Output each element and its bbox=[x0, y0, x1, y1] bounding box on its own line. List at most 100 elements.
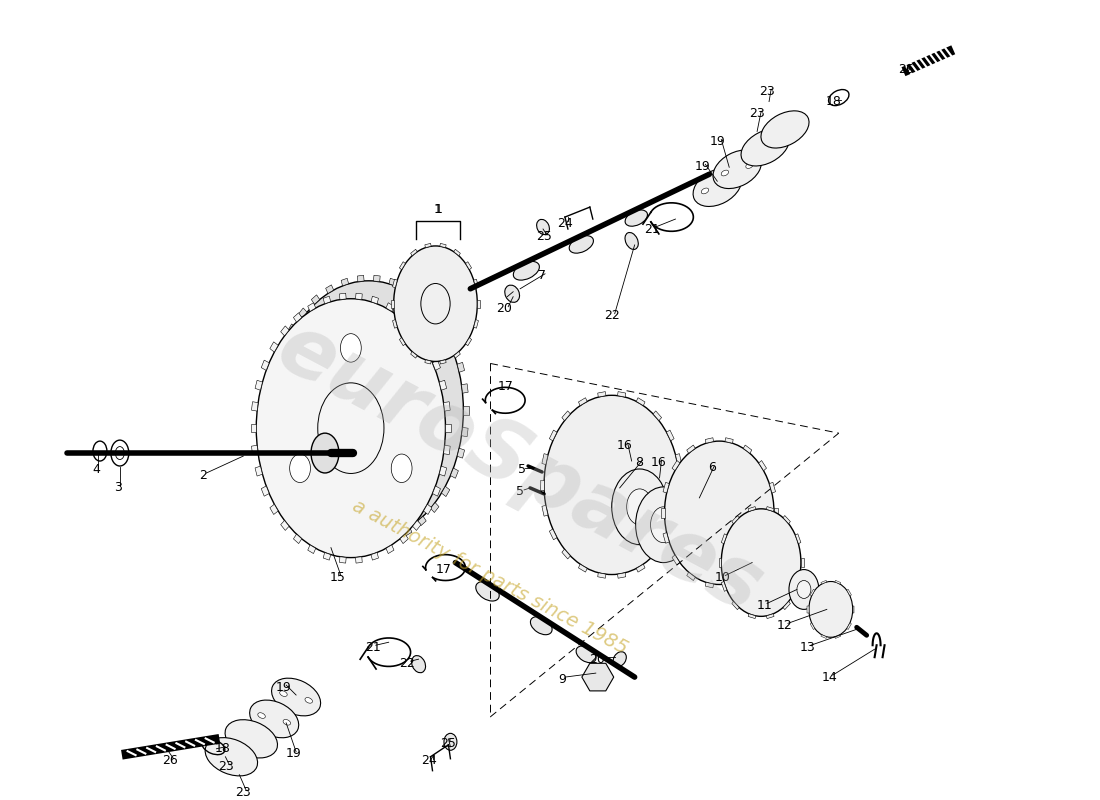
Polygon shape bbox=[795, 582, 801, 591]
Polygon shape bbox=[255, 380, 263, 390]
Polygon shape bbox=[311, 516, 320, 526]
Text: 7: 7 bbox=[538, 270, 546, 282]
Polygon shape bbox=[358, 275, 364, 282]
Polygon shape bbox=[280, 326, 289, 336]
Polygon shape bbox=[389, 278, 396, 286]
Ellipse shape bbox=[713, 150, 761, 189]
Ellipse shape bbox=[308, 436, 329, 465]
Polygon shape bbox=[549, 430, 557, 441]
Text: 2: 2 bbox=[199, 470, 208, 482]
Text: 26: 26 bbox=[899, 63, 914, 76]
Text: 8: 8 bbox=[636, 455, 644, 469]
Polygon shape bbox=[323, 553, 331, 560]
Polygon shape bbox=[462, 384, 469, 393]
Polygon shape bbox=[847, 590, 851, 596]
Text: 24: 24 bbox=[557, 217, 573, 230]
Polygon shape bbox=[261, 486, 270, 496]
Polygon shape bbox=[759, 461, 767, 470]
Ellipse shape bbox=[625, 210, 648, 226]
Text: 22: 22 bbox=[604, 309, 619, 322]
Polygon shape bbox=[807, 606, 810, 613]
Ellipse shape bbox=[761, 111, 808, 148]
Ellipse shape bbox=[576, 646, 596, 662]
Polygon shape bbox=[759, 555, 767, 565]
Text: 18: 18 bbox=[826, 95, 842, 108]
Text: 26: 26 bbox=[162, 754, 177, 767]
Text: 14: 14 bbox=[822, 670, 838, 683]
Polygon shape bbox=[441, 324, 450, 334]
Text: 15: 15 bbox=[330, 571, 345, 584]
Polygon shape bbox=[404, 527, 411, 536]
Polygon shape bbox=[454, 351, 460, 358]
Polygon shape bbox=[725, 582, 734, 588]
Ellipse shape bbox=[444, 734, 456, 750]
Polygon shape bbox=[294, 313, 301, 322]
Ellipse shape bbox=[392, 454, 412, 482]
Polygon shape bbox=[562, 549, 571, 559]
Polygon shape bbox=[748, 506, 756, 511]
Ellipse shape bbox=[702, 188, 708, 194]
Polygon shape bbox=[744, 572, 751, 581]
Polygon shape bbox=[288, 486, 296, 497]
Ellipse shape bbox=[226, 720, 277, 758]
Ellipse shape bbox=[722, 509, 801, 616]
Ellipse shape bbox=[650, 507, 676, 542]
Text: 25: 25 bbox=[536, 230, 552, 243]
Polygon shape bbox=[412, 326, 421, 336]
Polygon shape bbox=[821, 634, 827, 638]
Polygon shape bbox=[767, 614, 774, 618]
Polygon shape bbox=[432, 486, 440, 496]
Ellipse shape bbox=[256, 298, 446, 558]
Ellipse shape bbox=[627, 489, 652, 525]
Polygon shape bbox=[308, 545, 316, 554]
Ellipse shape bbox=[340, 334, 361, 362]
Polygon shape bbox=[450, 468, 459, 478]
Polygon shape bbox=[675, 506, 682, 516]
Polygon shape bbox=[268, 406, 274, 414]
Polygon shape bbox=[474, 279, 478, 288]
Polygon shape bbox=[389, 534, 396, 542]
Ellipse shape bbox=[250, 700, 299, 738]
Ellipse shape bbox=[544, 395, 680, 574]
Ellipse shape bbox=[283, 719, 290, 725]
Polygon shape bbox=[446, 424, 451, 433]
Polygon shape bbox=[718, 558, 722, 567]
Polygon shape bbox=[340, 557, 346, 563]
Polygon shape bbox=[410, 351, 417, 358]
Polygon shape bbox=[273, 448, 280, 458]
Ellipse shape bbox=[789, 570, 818, 610]
Polygon shape bbox=[465, 262, 472, 270]
Polygon shape bbox=[705, 582, 714, 588]
Polygon shape bbox=[298, 308, 307, 318]
Polygon shape bbox=[400, 534, 408, 543]
Polygon shape bbox=[251, 424, 256, 433]
Polygon shape bbox=[732, 515, 739, 524]
Text: 13: 13 bbox=[800, 641, 816, 654]
Polygon shape bbox=[835, 634, 840, 638]
Polygon shape bbox=[399, 338, 406, 346]
Ellipse shape bbox=[257, 713, 265, 718]
Polygon shape bbox=[443, 446, 450, 454]
Polygon shape bbox=[280, 521, 289, 530]
Polygon shape bbox=[847, 623, 851, 630]
Ellipse shape bbox=[726, 181, 734, 186]
Text: 24: 24 bbox=[420, 754, 437, 767]
Polygon shape bbox=[393, 279, 397, 288]
Ellipse shape bbox=[796, 581, 811, 598]
Polygon shape bbox=[412, 521, 421, 530]
Polygon shape bbox=[477, 300, 480, 308]
Polygon shape bbox=[288, 324, 296, 334]
Polygon shape bbox=[270, 342, 278, 352]
Polygon shape bbox=[636, 398, 645, 406]
Text: 5: 5 bbox=[518, 463, 526, 477]
Text: a authority for parts since 1985: a authority for parts since 1985 bbox=[350, 497, 631, 658]
Text: 9: 9 bbox=[558, 673, 565, 686]
Text: 20: 20 bbox=[496, 302, 513, 315]
Text: 1: 1 bbox=[434, 202, 442, 216]
Polygon shape bbox=[252, 402, 258, 411]
Polygon shape bbox=[463, 406, 469, 414]
Polygon shape bbox=[458, 362, 464, 372]
Polygon shape bbox=[418, 295, 426, 304]
Text: 19: 19 bbox=[694, 160, 711, 173]
Polygon shape bbox=[410, 250, 417, 256]
